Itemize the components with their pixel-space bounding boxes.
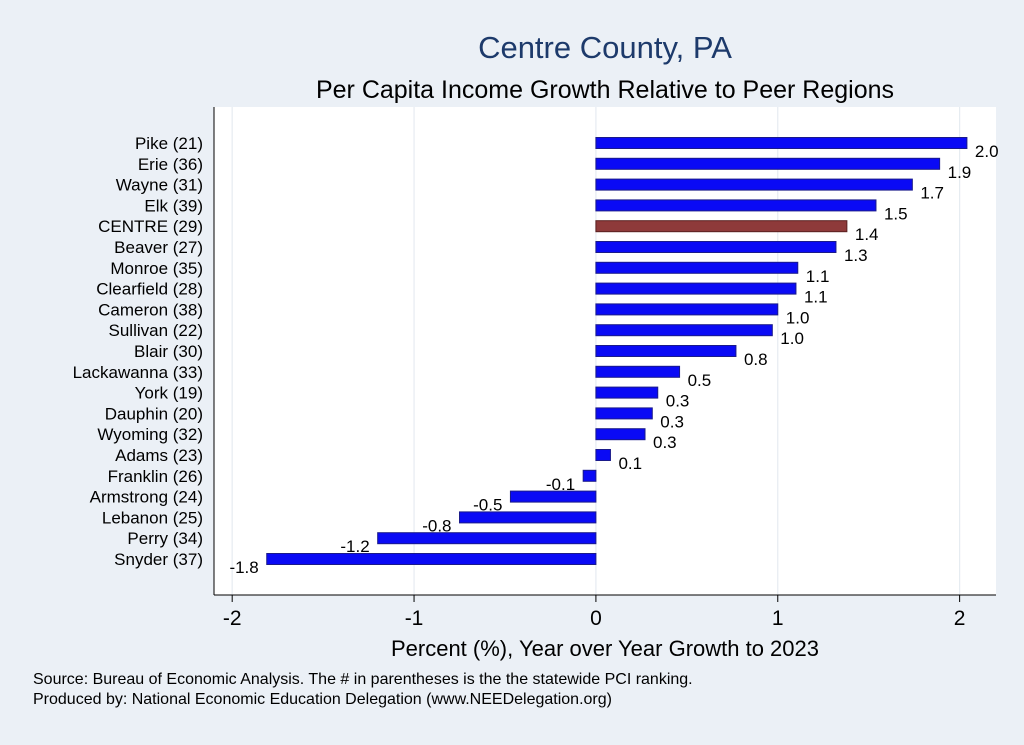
value-label: 0.8 [744,350,768,369]
category-label: Lebanon (25) [102,508,203,527]
x-axis: -2 -1 0 1 2 [213,107,996,630]
category-label: Perry (34) [127,529,203,548]
category-label: Clearfield (28) [96,280,203,299]
x-tick-label: -1 [405,607,424,630]
bar [595,178,913,191]
bar [595,157,941,170]
value-labels: 2.01.91.71.51.41.31.11.11.01.00.80.50.30… [229,142,998,577]
category-label: Cameron (38) [98,300,203,319]
bar [595,449,611,461]
value-label: 2.0 [975,142,999,161]
x-tick-label: 2 [954,607,966,630]
source-note: Source: Bureau of Economic Analysis. The… [33,671,693,688]
value-label: 0.3 [653,433,677,452]
value-label: 1.9 [948,163,972,182]
category-labels: Pike (21) Erie (36) Wayne (31)Elk (39) CENT… [73,134,203,569]
value-label: 0.3 [660,412,684,431]
bars [266,137,968,565]
category-label: Elk (39) [144,196,203,215]
value-label: -0.8 [422,516,451,535]
bar [595,345,737,357]
bar [595,324,773,337]
bar [595,199,877,212]
bar-chart: Centre County, PA Per Capita Income Grow… [73,30,999,661]
category-label: Wayne (31) [116,176,203,195]
bar [582,469,597,482]
category-label: CENTRE (29) [98,217,203,236]
x-tick-label: 0 [590,607,602,630]
category-label: Wyoming (32) [97,425,203,444]
value-label: 1.4 [855,225,879,244]
bar [509,490,597,503]
bar [595,365,681,378]
bar [377,532,597,545]
category-label: Snyder (37) [114,550,203,569]
bar [266,553,597,565]
category-label: Lackawanna (33) [73,363,203,382]
producer-note: Produced by: National Economic Education… [33,691,612,708]
bar [595,282,797,295]
bar [595,220,848,233]
category-label: Dauphin (20) [105,404,203,423]
bar [595,428,646,441]
x-tick-label: 1 [772,607,784,630]
value-label: 1.0 [780,329,804,348]
bar [595,261,799,274]
category-label: Armstrong (24) [90,488,203,507]
category-label: Sullivan (22) [109,321,204,340]
value-label: 1.0 [786,308,810,327]
bar [595,386,659,399]
category-label: Franklin (26) [108,467,203,486]
x-axis-title: Percent (%), Year over Year Growth to 20… [391,636,819,661]
bar [595,241,837,253]
category-label: Beaver (27) [114,238,203,257]
category-label: Pike (21) [135,134,203,153]
bar [595,137,968,149]
value-label: -1.8 [229,558,258,577]
value-label: 0.1 [618,454,642,473]
chart-subtitle: Per Capita Income Growth Relative to Pee… [316,76,894,104]
value-label: 1.3 [844,246,868,265]
value-label: 1.5 [884,204,908,223]
value-label: 0.3 [666,392,690,411]
value-label: 1.1 [804,288,828,307]
value-label: -1.2 [340,537,369,556]
x-tick-label: -2 [223,607,242,630]
bar [595,303,779,316]
value-label: 1.7 [920,184,944,203]
value-label: -0.1 [546,475,575,494]
value-label: 0.5 [688,371,712,390]
value-label: 1.1 [806,267,830,286]
category-label: Monroe (35) [110,259,203,278]
bar [459,511,597,524]
category-label: Adams (23) [115,446,203,465]
bar [595,407,653,420]
category-label: York (19) [135,384,203,403]
value-label: -0.5 [473,496,502,515]
category-label: Blair (30) [134,342,203,361]
chart-title: Centre County, PA [478,30,732,65]
category-label: Erie (36) [138,155,203,174]
